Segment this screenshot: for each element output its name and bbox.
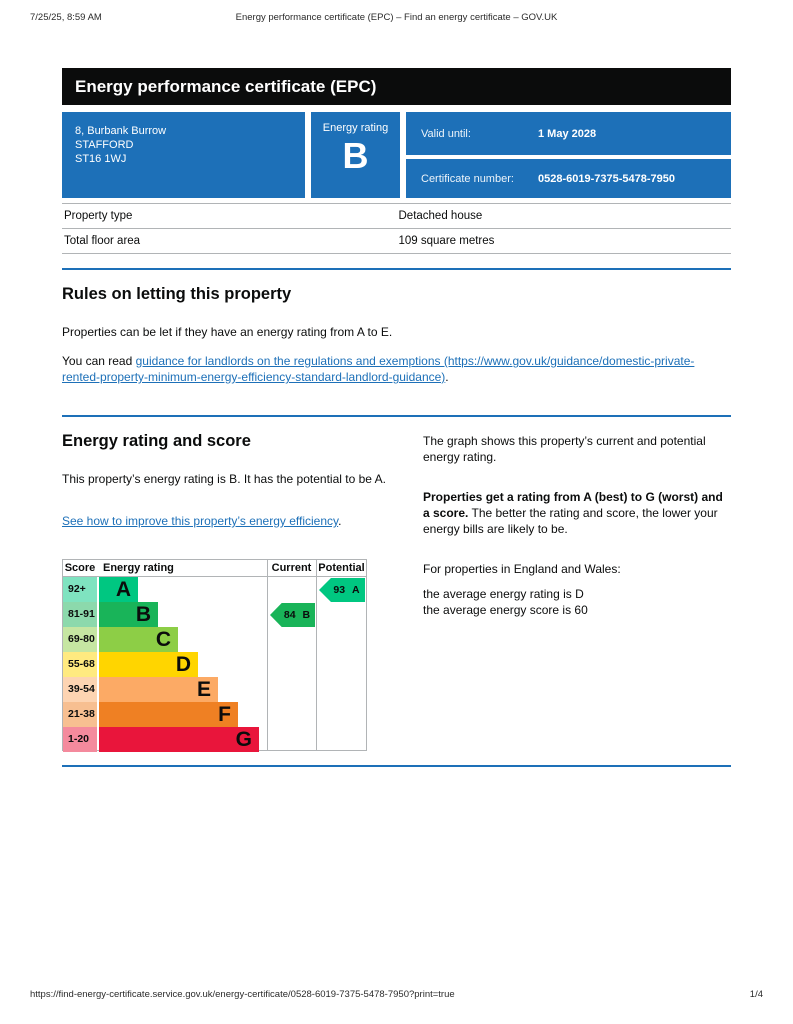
print-page-title: Energy performance certificate (EPC) – F…	[235, 12, 558, 23]
rating-section: Energy rating and score This property’s …	[62, 417, 731, 752]
certificate-title: Energy performance certificate (EPC)	[75, 76, 377, 96]
band-score-range: 69-80	[63, 627, 97, 652]
section-divider	[62, 415, 731, 417]
energy-rating-box: Energy rating B	[311, 112, 400, 198]
certificate-number-value: 0528-6019-7375-5478-7950	[538, 172, 676, 185]
section-divider	[62, 765, 731, 767]
table-row: Total floor area 109 square metres	[62, 228, 731, 254]
column-separator	[316, 560, 317, 750]
rating-scale-bold: Properties get a rating from A (best) to…	[423, 490, 723, 520]
band-bar-g: G	[99, 727, 259, 752]
valid-until-value: 1 May 2028	[538, 127, 597, 140]
current-column-header: Current	[271, 562, 312, 574]
epc-rating-graph: Score Energy rating Current Potential 92…	[62, 559, 367, 752]
certificate-page: Energy performance certificate (EPC) 8, …	[62, 68, 731, 767]
rating-band-c: 69-80 C	[63, 627, 178, 652]
potential-column-header: Potential	[318, 562, 365, 574]
band-score-range: 81-91	[63, 602, 97, 627]
improve-suffix: .	[338, 514, 342, 528]
energy-rating-value: B	[342, 135, 369, 176]
average-score-line: the average energy score is 60	[423, 603, 588, 617]
address-line-3: ST16 1WJ	[75, 153, 127, 165]
property-type-label: Property type	[64, 210, 133, 222]
property-type-value: Detached house	[398, 210, 483, 222]
address-line-1: 8, Burbank Burrow	[75, 125, 167, 137]
potential-rating-arrow: 93 A	[319, 578, 365, 602]
floor-area-value: 109 square metres	[398, 235, 495, 247]
print-footer: https://find-energy-certificate.service.…	[0, 989, 793, 1003]
england-wales-paragraph: For properties in England and Wales:	[423, 562, 621, 576]
guidance-suffix: .	[445, 370, 449, 384]
certificate-meta: Valid until: 1 May 2028 Certificate numb…	[406, 112, 731, 198]
rating-band-b: 81-91 B	[63, 602, 158, 627]
rating-band-e: 39-54 E	[63, 677, 218, 702]
average-rating-line: the average energy rating is D	[423, 587, 584, 601]
address-line-2: STAFFORD	[75, 139, 134, 151]
score-column-header: Score	[64, 562, 96, 574]
epc-graph-header: Score Energy rating Current Potential	[63, 560, 366, 577]
rating-band-f: 21-38 F	[63, 702, 238, 727]
current-rating-arrow: 84 B	[270, 603, 315, 627]
rating-band-a: 92+ A	[63, 577, 138, 602]
rating-section-right: The graph shows this property’s current …	[423, 417, 731, 751]
property-facts-table: Property type Detached house Total floor…	[62, 203, 731, 254]
potential-band: A	[352, 584, 360, 596]
rating-heading: Energy rating and score	[62, 432, 251, 450]
table-row: Property type Detached house	[62, 203, 731, 229]
certificate-summary: 8, Burbank Burrow STAFFORD ST16 1WJ Ener…	[62, 112, 731, 198]
improve-paragraph: See how to improve this property’s energ…	[62, 513, 392, 529]
band-bar-a: A	[99, 577, 138, 602]
rating-summary-paragraph: This property’s energy rating is B. It h…	[62, 472, 386, 486]
current-score: 84	[283, 609, 296, 621]
certificate-number-box: Certificate number: 0528-6019-7375-5478-…	[406, 159, 731, 198]
print-source-url: https://find-energy-certificate.service.…	[30, 989, 455, 1000]
improve-efficiency-link[interactable]: See how to improve this property’s energ…	[62, 514, 339, 528]
rules-guidance-paragraph: You can read guidance for landlords on t…	[62, 353, 731, 385]
band-bar-b: B	[99, 602, 158, 627]
rating-scale-paragraph: Properties get a rating from A (best) to…	[423, 489, 731, 537]
graph-explainer-paragraph: The graph shows this property’s current …	[423, 434, 706, 464]
rating-section-left: Energy rating and score This property’s …	[62, 417, 392, 752]
band-bar-f: F	[99, 702, 238, 727]
print-page-number: 1/4	[749, 989, 763, 1000]
rating-band-g: 1-20 G	[63, 727, 259, 752]
landlord-guidance-link[interactable]: guidance for landlords on the regulation…	[62, 354, 695, 384]
rating-column-header: Energy rating	[103, 562, 174, 574]
band-score-range: 92+	[63, 577, 97, 602]
band-score-range: 21-38	[63, 702, 97, 727]
certificate-number-label: Certificate number:	[421, 172, 514, 185]
guidance-prefix: You can read	[62, 354, 136, 368]
energy-rating-label: Energy rating	[322, 122, 389, 134]
band-score-range: 55-68	[63, 652, 97, 677]
band-score-range: 1-20	[63, 727, 97, 752]
certificate-banner: Energy performance certificate (EPC)	[62, 68, 731, 105]
print-datetime: 7/25/25, 8:59 AM	[30, 12, 102, 23]
section-divider	[62, 268, 731, 270]
band-bar-c: C	[99, 627, 178, 652]
column-separator	[267, 560, 268, 750]
rating-scale-rest: The better the rating and score, the low…	[423, 506, 718, 536]
floor-area-label: Total floor area	[64, 235, 141, 247]
valid-until-box: Valid until: 1 May 2028	[406, 112, 731, 155]
valid-until-label: Valid until:	[421, 127, 471, 140]
potential-score: 93	[333, 584, 346, 596]
band-score-range: 39-54	[63, 677, 97, 702]
band-bar-d: D	[99, 652, 198, 677]
property-address: 8, Burbank Burrow STAFFORD ST16 1WJ	[62, 112, 305, 198]
band-bar-e: E	[99, 677, 218, 702]
rules-heading: Rules on letting this property	[62, 285, 292, 303]
current-band: B	[302, 609, 311, 621]
rules-paragraph: Properties can be let if they have an en…	[62, 325, 393, 339]
rating-band-d: 55-68 D	[63, 652, 198, 677]
print-header: 7/25/25, 8:59 AM Energy performance cert…	[0, 12, 793, 26]
